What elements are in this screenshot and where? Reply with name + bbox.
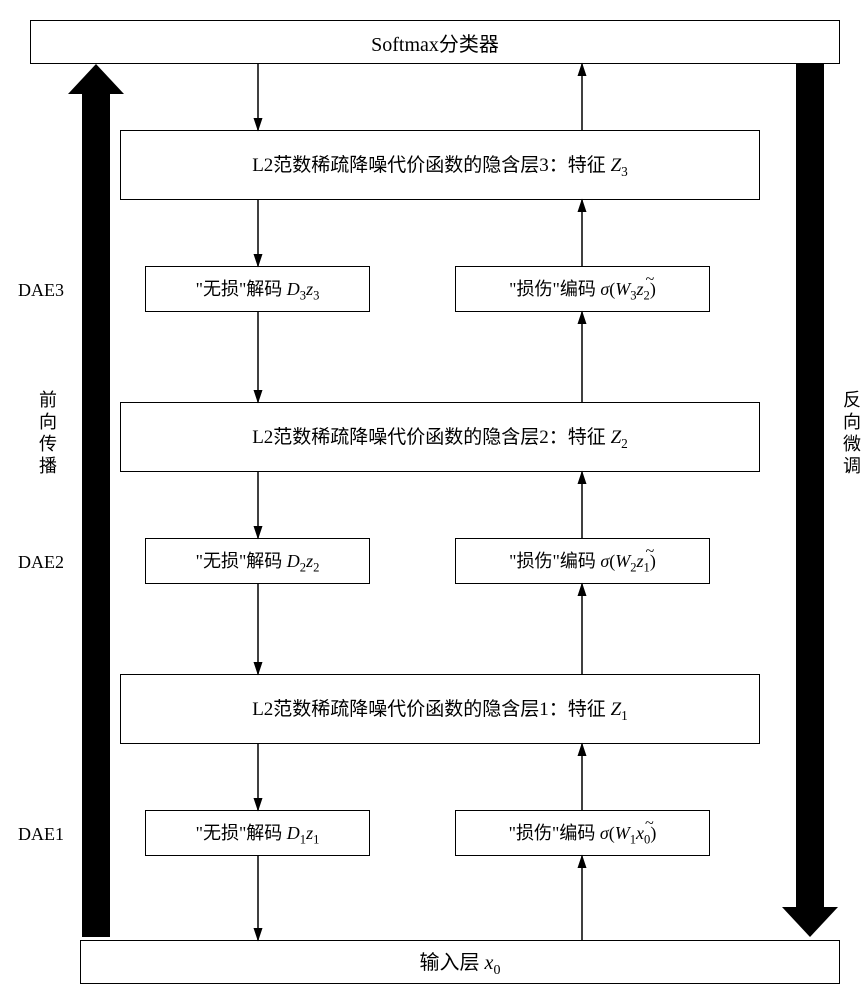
flow-arrows — [0, 0, 867, 1000]
